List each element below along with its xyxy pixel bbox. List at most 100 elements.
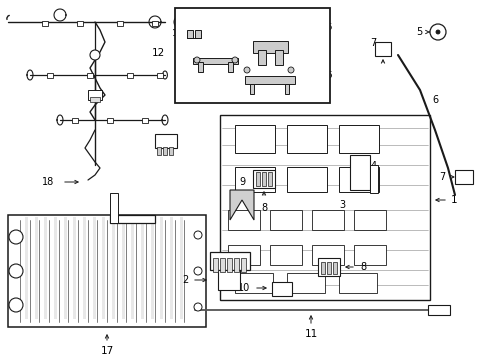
Circle shape [194,267,202,275]
Circle shape [288,67,294,73]
Bar [234,258,239,272]
Bar [170,217,173,319]
Bar [127,73,133,78]
Circle shape [430,24,446,40]
Bar [175,8,330,103]
Text: 6: 6 [432,95,438,105]
Bar [228,245,260,265]
Bar [44,217,48,319]
Text: 2: 2 [182,275,188,285]
Bar [220,258,225,272]
Bar [375,42,391,56]
Bar [327,262,331,274]
Circle shape [244,67,250,73]
Text: 9: 9 [239,177,245,187]
Bar [250,84,254,94]
Bar [102,217,105,319]
Bar [157,73,163,78]
Text: 14: 14 [172,30,183,39]
Bar [187,30,193,38]
Bar [150,217,154,319]
Bar [312,245,344,265]
Bar [258,50,266,65]
Bar [25,217,28,319]
Bar [152,21,158,26]
Bar [157,147,161,155]
Circle shape [194,57,200,63]
Text: 11: 11 [304,329,318,339]
Bar [370,165,378,193]
Bar [354,245,386,265]
Text: 5: 5 [416,27,422,37]
Bar [354,210,386,230]
Text: 17: 17 [100,346,114,356]
Bar [235,167,275,192]
Bar [195,30,201,38]
Bar [228,62,233,72]
Bar [318,258,340,276]
Text: 7: 7 [439,172,445,182]
Bar [210,252,250,270]
Circle shape [9,264,23,278]
Bar [110,215,155,223]
Bar [64,217,67,319]
Bar [339,273,377,293]
Bar [256,172,260,186]
Bar [87,73,93,78]
Bar [220,115,430,300]
Bar [213,258,218,272]
Text: 10: 10 [238,283,250,293]
Bar [169,147,173,155]
Bar [268,172,272,186]
Bar [227,258,232,272]
Bar [193,58,238,64]
Text: 8: 8 [360,262,366,272]
Bar [90,97,100,102]
Bar [35,217,38,319]
Bar [245,76,295,84]
Bar [88,90,102,100]
Bar [241,258,246,272]
Circle shape [194,231,202,239]
Bar [54,217,57,319]
Bar [228,210,260,230]
Text: 13: 13 [177,66,189,75]
Bar [42,21,48,26]
Bar [272,282,292,296]
Bar [428,305,450,315]
Bar [8,215,206,327]
Bar [141,217,144,319]
Bar [287,167,327,192]
Text: 7: 7 [370,38,376,48]
Bar [235,273,273,293]
Bar [117,21,123,26]
Circle shape [232,57,238,63]
Bar [112,217,115,319]
Bar [455,170,473,184]
Bar [72,118,78,123]
Bar [74,217,76,319]
Bar [83,217,86,319]
Bar [270,245,302,265]
Text: 16: 16 [322,72,334,81]
Bar [218,270,240,290]
Bar [180,217,183,319]
Bar [198,62,203,72]
Bar [287,273,325,293]
Bar [312,210,344,230]
Bar [350,155,370,190]
Polygon shape [230,190,254,220]
Bar [122,217,124,319]
Circle shape [436,30,440,34]
Bar [275,50,283,65]
Bar [270,210,302,230]
Bar [77,21,83,26]
Bar [110,193,118,223]
Text: 4: 4 [371,161,377,171]
Bar [160,217,163,319]
Bar [253,170,275,188]
Bar [163,147,167,155]
Bar [262,172,266,186]
Bar [285,84,289,94]
Bar [155,134,177,148]
